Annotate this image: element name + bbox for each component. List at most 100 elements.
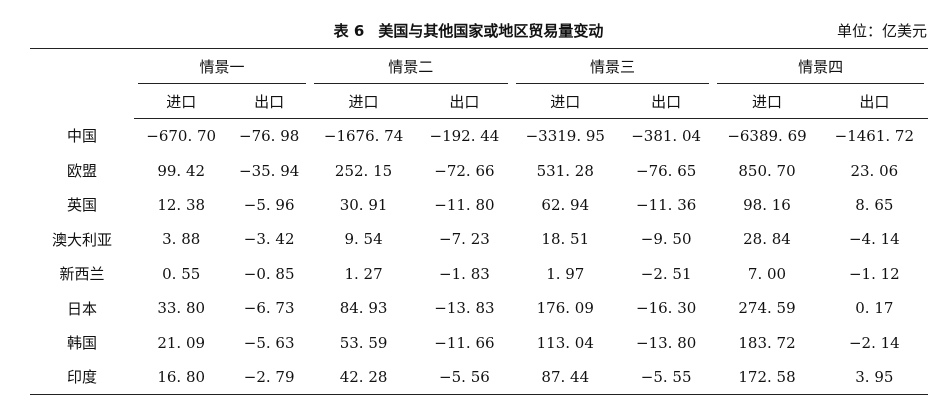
import-value: 33. 80 xyxy=(157,299,206,318)
import-value: 172. 58 xyxy=(738,367,796,386)
export-value: −6. 73 xyxy=(243,299,295,318)
import-value: 84. 93 xyxy=(339,299,388,318)
table-row: 韩国 21. 09 −5. 63 53. 59 −11. 66 113. 04 −13. 8… xyxy=(30,325,928,359)
import-value: −670. 70 xyxy=(146,127,217,146)
table-row: 英国 12. 38 −5. 96 30. 91 −11. 80 62. 94 −11. 36… xyxy=(30,188,928,222)
export-value: −72. 66 xyxy=(434,161,495,180)
export-value: −0. 85 xyxy=(243,264,295,283)
unit-label: 单位：亿美元 xyxy=(836,22,927,40)
scenario-header: 情景一 xyxy=(134,49,310,85)
scenario-header: 情景四 xyxy=(713,49,928,85)
import-value: 183. 72 xyxy=(738,333,796,352)
export-value: −11. 80 xyxy=(434,195,495,214)
import-value: −3319. 95 xyxy=(525,127,605,146)
export-value: −5. 96 xyxy=(243,195,295,214)
export-value: −5. 63 xyxy=(243,333,295,352)
export-value: −7. 23 xyxy=(439,230,490,249)
scenario-header: 情景三 xyxy=(512,49,714,85)
table-row: 新西兰 0. 55 −0. 85 1. 27 −1. 83 1. 97 −2. 51 7. 0… xyxy=(30,257,928,291)
import-value: 53. 59 xyxy=(339,333,388,352)
export-value: −76. 65 xyxy=(636,161,697,180)
import-value: 21. 09 xyxy=(157,333,206,352)
import-value: 1. 27 xyxy=(344,264,383,283)
import-value: 113. 04 xyxy=(536,333,594,352)
import-header: 进口 xyxy=(511,84,619,119)
export-value: −192. 44 xyxy=(429,127,500,146)
scenario-header: 情景二 xyxy=(310,49,512,85)
import-value: 7. 00 xyxy=(747,264,787,283)
export-value: −13. 80 xyxy=(636,333,697,352)
export-value: −13. 83 xyxy=(434,299,495,318)
region-name: 印度 xyxy=(66,368,97,387)
export-value: 3. 95 xyxy=(855,367,894,386)
subheader-row: 进口 出口 进口 出口 进口 出口 进口 出口 xyxy=(30,84,928,119)
export-value: −2. 14 xyxy=(848,333,900,352)
table-number: 表 6 xyxy=(333,22,365,40)
export-value: −76. 98 xyxy=(239,127,300,146)
import-value: −6389. 69 xyxy=(727,127,807,146)
export-value: −2. 79 xyxy=(243,367,295,386)
import-value: 1. 97 xyxy=(546,264,585,283)
import-value: 0. 55 xyxy=(162,264,201,283)
table-row: 欧盟 99. 42 −35. 94 252. 15 −72. 66 531. 28 −76.… xyxy=(30,153,928,187)
export-value: −35. 94 xyxy=(239,161,300,180)
import-value: −1676. 74 xyxy=(323,127,404,146)
table-row: 中国 −670. 70 −76. 98 −1676. 74 −192. 44 −3319.… xyxy=(30,119,928,154)
export-value: −2. 51 xyxy=(640,264,692,283)
import-value: 99. 42 xyxy=(157,161,206,180)
import-value: 3. 88 xyxy=(162,230,201,249)
table-body: 中国 −670. 70 −76. 98 −1676. 74 −192. 44 −3319.… xyxy=(30,119,928,395)
export-value: 0. 17 xyxy=(855,299,894,318)
export-value: −5. 55 xyxy=(640,367,692,386)
export-header: 出口 xyxy=(228,84,310,119)
region-name: 韩国 xyxy=(66,334,97,353)
region-name: 英国 xyxy=(66,196,97,215)
corner-cell xyxy=(30,49,134,119)
import-value: 87. 44 xyxy=(541,367,590,386)
import-header: 进口 xyxy=(134,84,229,119)
import-value: 28. 84 xyxy=(743,230,791,249)
import-value: 12. 38 xyxy=(157,195,206,214)
export-value: 23. 06 xyxy=(850,161,899,180)
export-value: −381. 04 xyxy=(631,127,702,146)
scenario-header-row: 情景一 情景二 情景三 情景四 xyxy=(30,49,928,85)
import-value: 16. 80 xyxy=(157,367,206,386)
import-value: 252. 15 xyxy=(334,161,393,180)
table-title: 美国与其他国家或地区贸易量变动 xyxy=(378,22,604,40)
export-value: −11. 66 xyxy=(434,333,495,352)
export-header: 出口 xyxy=(618,84,714,119)
export-header: 出口 xyxy=(417,84,512,119)
import-value: 274. 59 xyxy=(738,299,796,318)
import-value: 176. 09 xyxy=(536,299,594,318)
import-value: 98. 16 xyxy=(743,195,791,214)
import-value: 850. 70 xyxy=(738,161,796,180)
export-value: −3. 42 xyxy=(243,230,295,249)
import-value: 9. 54 xyxy=(344,230,383,249)
import-value: 30. 91 xyxy=(339,195,388,214)
export-value: −1. 83 xyxy=(439,264,490,283)
table-caption: 表 6 美国与其他国家或地区贸易量变动 xyxy=(0,20,937,41)
region-name: 新西兰 xyxy=(59,265,105,284)
export-value: −1. 12 xyxy=(848,264,900,283)
import-value: 42. 28 xyxy=(339,367,388,386)
region-name: 中国 xyxy=(66,127,97,146)
region-name: 日本 xyxy=(66,299,97,318)
export-value: −9. 50 xyxy=(640,230,692,249)
import-header: 进口 xyxy=(309,84,418,119)
export-header: 出口 xyxy=(820,84,928,119)
region-name: 欧盟 xyxy=(66,162,97,181)
export-value: −11. 36 xyxy=(636,195,697,214)
export-value: −4. 14 xyxy=(848,230,900,249)
import-value: 62. 94 xyxy=(541,195,590,214)
export-value: −16. 30 xyxy=(636,299,697,318)
region-name: 澳大利亚 xyxy=(51,230,112,249)
trade-volume-table: 情景一 情景二 情景三 情景四 进口 出口 进口 出口 进口 出口 进口 出口 … xyxy=(30,48,928,396)
table-row: 印度 16. 80 −2. 79 42. 28 −5. 56 87. 44 −5. 55 17… xyxy=(30,360,928,395)
import-value: 531. 28 xyxy=(536,161,594,180)
import-value: 18. 51 xyxy=(541,230,590,249)
export-value: −5. 56 xyxy=(439,367,490,386)
table-row: 日本 33. 80 −6. 73 84. 93 −13. 83 176. 09 −16. 3… xyxy=(30,291,928,325)
export-value: 8. 65 xyxy=(855,195,894,214)
table-row: 澳大利亚 3. 88 −3. 42 9. 54 −7. 23 18. 51 −9. 50 28… xyxy=(30,222,928,256)
import-header: 进口 xyxy=(713,84,821,119)
